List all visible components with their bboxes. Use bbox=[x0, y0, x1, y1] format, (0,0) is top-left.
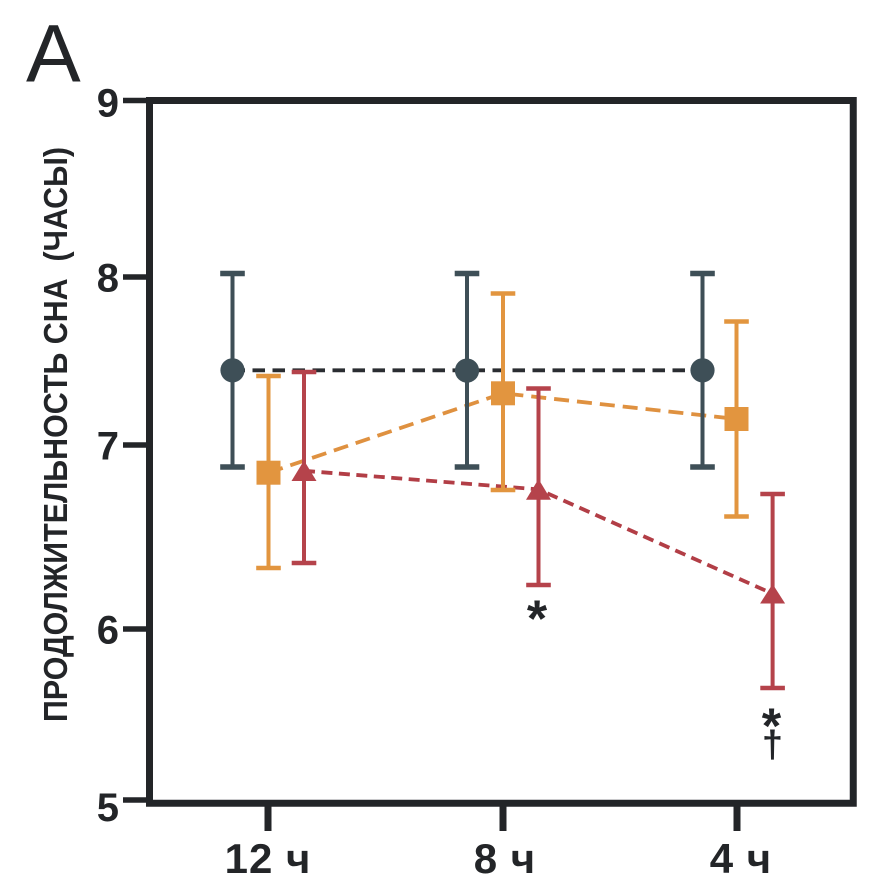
svg-text:12 ч: 12 ч bbox=[225, 835, 312, 880]
svg-text:*: * bbox=[527, 591, 548, 649]
svg-text:7: 7 bbox=[97, 425, 119, 469]
svg-text:ПРОДОЛЖИТЕЛЬНОСТЬ СНА (ЧАСЫ): ПРОДОЛЖИТЕЛЬНОСТЬ СНА (ЧАСЫ) bbox=[37, 147, 74, 722]
svg-text:9: 9 bbox=[97, 82, 119, 126]
svg-text:6: 6 bbox=[97, 609, 119, 653]
svg-text:A: A bbox=[26, 9, 81, 100]
svg-text:8 ч: 8 ч bbox=[474, 835, 536, 880]
svg-text:4 ч: 4 ч bbox=[710, 835, 772, 880]
svg-text:5: 5 bbox=[97, 786, 119, 830]
svg-text:*: * bbox=[762, 698, 782, 754]
svg-text:8: 8 bbox=[97, 257, 119, 301]
svg-text:†: † bbox=[762, 724, 783, 766]
